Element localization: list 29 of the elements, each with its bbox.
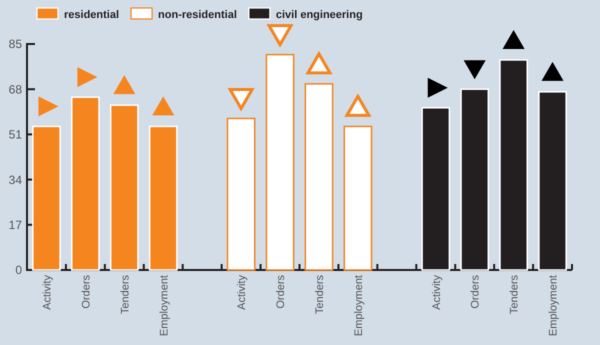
y-tick-label: 51: [8, 128, 22, 142]
y-tick-label: 0: [15, 263, 22, 278]
x-tick-label: Orders: [275, 274, 288, 309]
bar: [110, 104, 139, 271]
x-tick-label: Orders: [80, 274, 92, 309]
bar: [32, 126, 61, 271]
x-tick-label: Employment: [548, 275, 560, 336]
legend-label: residential: [64, 9, 120, 21]
legend-label: civil engineering: [276, 9, 363, 21]
bar: [344, 126, 372, 271]
x-tick-label: Activity: [430, 274, 443, 310]
x-tick-label: Employment: [352, 275, 365, 336]
y-tick-label: 68: [8, 82, 22, 96]
bar: [148, 126, 178, 271]
y-tick-label: 17: [8, 218, 22, 232]
bar: [226, 118, 256, 271]
x-tick-label: Employment: [158, 275, 170, 336]
x-tick-label: Activity: [41, 274, 54, 310]
x-tick-label: Tenders: [508, 274, 521, 314]
bar: [266, 54, 294, 271]
x-tick-label: Orders: [470, 274, 482, 309]
y-tick-label: 34: [8, 172, 22, 187]
x-tick-label: Tenders: [314, 274, 326, 314]
x-tick-label: Tenders: [119, 274, 132, 314]
x-tick-label: Activity: [236, 274, 248, 310]
y-tick-label: 85: [8, 37, 22, 52]
bar: [304, 83, 334, 271]
bar: [71, 96, 100, 271]
legend-label: non-residential: [158, 9, 237, 21]
